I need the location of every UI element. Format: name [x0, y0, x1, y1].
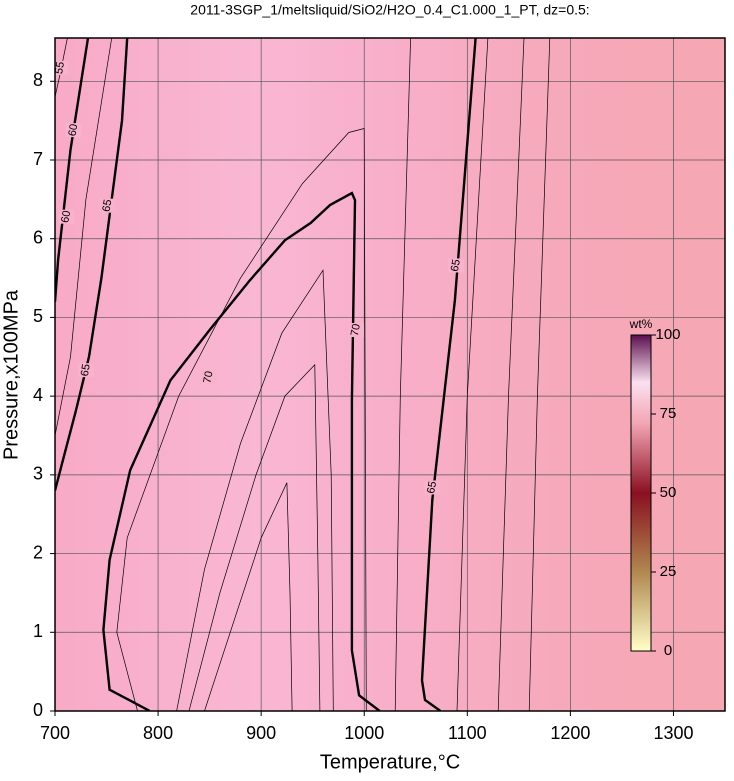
bold-contour: [102, 191, 381, 711]
contour-line: [188, 363, 321, 711]
y-tick-label: 2: [33, 542, 43, 562]
contour-label: 60: [59, 210, 73, 224]
x-tick-label: 1300: [653, 723, 693, 743]
contour-label: 70: [349, 323, 363, 337]
colorbar-tick-label: 100: [655, 326, 680, 343]
bold-contour: [420, 38, 477, 711]
contour-label-bg: [200, 370, 217, 385]
contour-line: [204, 482, 293, 711]
contour-label-bg: [65, 123, 82, 138]
y-tick-label: 7: [33, 149, 43, 169]
contour-label-bg: [58, 209, 75, 224]
contour-label-bg: [447, 258, 464, 273]
chart-title: 2011-3SGP_1/meltsliquid/SiO2/H2O_0.4_C1.…: [190, 2, 589, 18]
y-tick-label: 8: [33, 70, 43, 90]
contour-label-bg: [55, 60, 69, 75]
contour-line: [394, 38, 411, 711]
y-tick-label: 3: [33, 464, 43, 484]
contour-label-bg: [77, 363, 94, 378]
colorbar-label: wt%: [629, 317, 653, 331]
contour-line: [528, 38, 551, 711]
y-tick-label: 1: [33, 621, 43, 641]
colorbar-tick-label: 0: [664, 642, 672, 659]
colorbar-tick-label: 25: [660, 563, 677, 580]
x-tick-label: 700: [40, 723, 70, 743]
contour-line: [55, 38, 113, 436]
contour-line: [497, 38, 525, 711]
y-axis-label: Pressure,x100MPa: [0, 289, 22, 460]
y-tick-label: 5: [33, 306, 43, 326]
contour-line: [456, 38, 489, 711]
contour-label: 65: [79, 363, 93, 377]
y-tick-label: 6: [33, 227, 43, 247]
contour-label-bg: [347, 323, 364, 338]
y-tick-label: 0: [33, 700, 43, 720]
contour-label: 65: [449, 258, 463, 272]
contour-label: 55: [53, 61, 67, 75]
contour-label-bg: [424, 480, 441, 495]
contour-label: 65: [425, 480, 439, 494]
x-tick-label: 1200: [550, 723, 590, 743]
y-tick-label: 4: [33, 385, 43, 405]
x-tick-label: 1100: [448, 723, 487, 743]
contour-line: [116, 128, 367, 711]
x-tick-label: 900: [246, 723, 276, 743]
contour-label: 70: [202, 370, 216, 384]
x-axis-label: Temperature,°C: [320, 751, 460, 773]
contour-label: 60: [66, 123, 80, 137]
bold-contour: [55, 38, 129, 491]
bold-contour: [55, 38, 90, 302]
contour-label-bg: [99, 198, 116, 213]
contour-label: 65: [101, 199, 115, 213]
plot-background: [55, 38, 725, 711]
x-tick-label: 800: [143, 723, 173, 743]
colorbar-tick-label: 50: [660, 484, 677, 501]
plot-frame: [54, 37, 726, 712]
x-tick-label: 1000: [344, 723, 384, 743]
colorbar: [630, 334, 652, 652]
colorbar-tick-label: 75: [660, 405, 677, 422]
contour-line: [176, 269, 334, 711]
